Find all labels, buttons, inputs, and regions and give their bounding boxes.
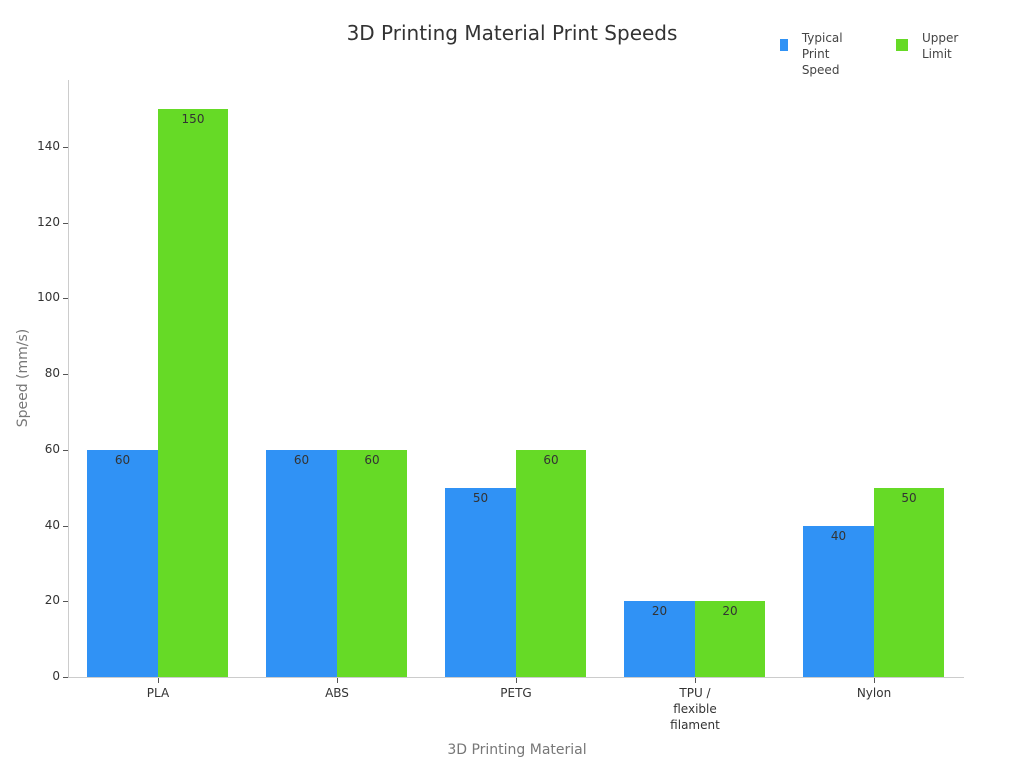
y-tick-mark <box>63 147 68 148</box>
legend-label: Upper Limit <box>922 31 959 61</box>
bar-value-label: 60 <box>114 452 131 467</box>
bar: 40 <box>803 525 875 677</box>
bar: 50 <box>874 487 944 677</box>
x-axis-label: 3D Printing Material <box>447 742 587 758</box>
y-tick-label: 0 <box>52 669 60 683</box>
legend-item: Upper Limit <box>896 30 958 62</box>
x-tick-label: PETG <box>500 686 532 700</box>
y-tick-label: 100 <box>37 290 60 305</box>
bar-value-label: 150 <box>181 112 205 127</box>
bar: 60 <box>516 449 586 677</box>
bar: 150 <box>158 109 228 677</box>
y-tick-label: 40 <box>44 517 60 532</box>
y-tick-label: 80 <box>44 366 60 381</box>
legend-item: Typical Print Speed <box>780 30 847 78</box>
legend-swatch <box>780 39 788 51</box>
bar: 60 <box>87 449 159 677</box>
y-tick-label: 120 <box>37 214 60 229</box>
x-tick-label: TPU / flexible filament <box>670 686 720 732</box>
x-tick-mark <box>516 678 517 683</box>
bar: 20 <box>624 601 696 677</box>
bar-value-label: 50 <box>901 490 917 505</box>
x-tick-label: Nylon <box>856 686 892 700</box>
bar-value-label: 60 <box>364 452 380 467</box>
x-tick-mark <box>158 678 159 683</box>
bar-value-label: 60 <box>543 452 559 467</box>
y-tick-label: 20 <box>44 593 60 608</box>
x-tick-mark <box>874 678 875 683</box>
legend-label: Typical Print Speed <box>801 31 843 77</box>
x-tick-label: ABS <box>325 686 349 700</box>
y-tick-mark <box>63 525 68 527</box>
bar-value-label: 50 <box>472 490 489 505</box>
bar: 60 <box>337 449 407 677</box>
x-tick-mark <box>337 678 338 683</box>
x-tick-label: PLA <box>146 686 170 700</box>
x-tick-mark <box>695 678 696 683</box>
y-tick-mark <box>63 601 68 603</box>
y-tick-mark <box>63 374 68 376</box>
y-tick-mark <box>63 449 68 451</box>
bar-value-label: 60 <box>293 452 310 467</box>
chart-title: 3D Printing Material Print Speeds <box>346 21 678 45</box>
y-tick-label: 60 <box>44 441 60 456</box>
bar: 60 <box>266 449 338 677</box>
y-tick-mark <box>63 677 68 678</box>
bar-value-label: 20 <box>651 604 668 619</box>
x-axis <box>68 677 964 678</box>
y-tick-mark <box>63 222 68 224</box>
legend-swatch <box>896 39 908 51</box>
bar-value-label: 20 <box>722 604 738 619</box>
bar: 50 <box>445 487 517 677</box>
bar-value-label: 40 <box>830 528 847 543</box>
y-tick-mark <box>63 298 68 300</box>
y-axis <box>68 80 69 677</box>
bar: 20 <box>695 601 765 677</box>
y-tick-label: 140 <box>37 139 60 153</box>
